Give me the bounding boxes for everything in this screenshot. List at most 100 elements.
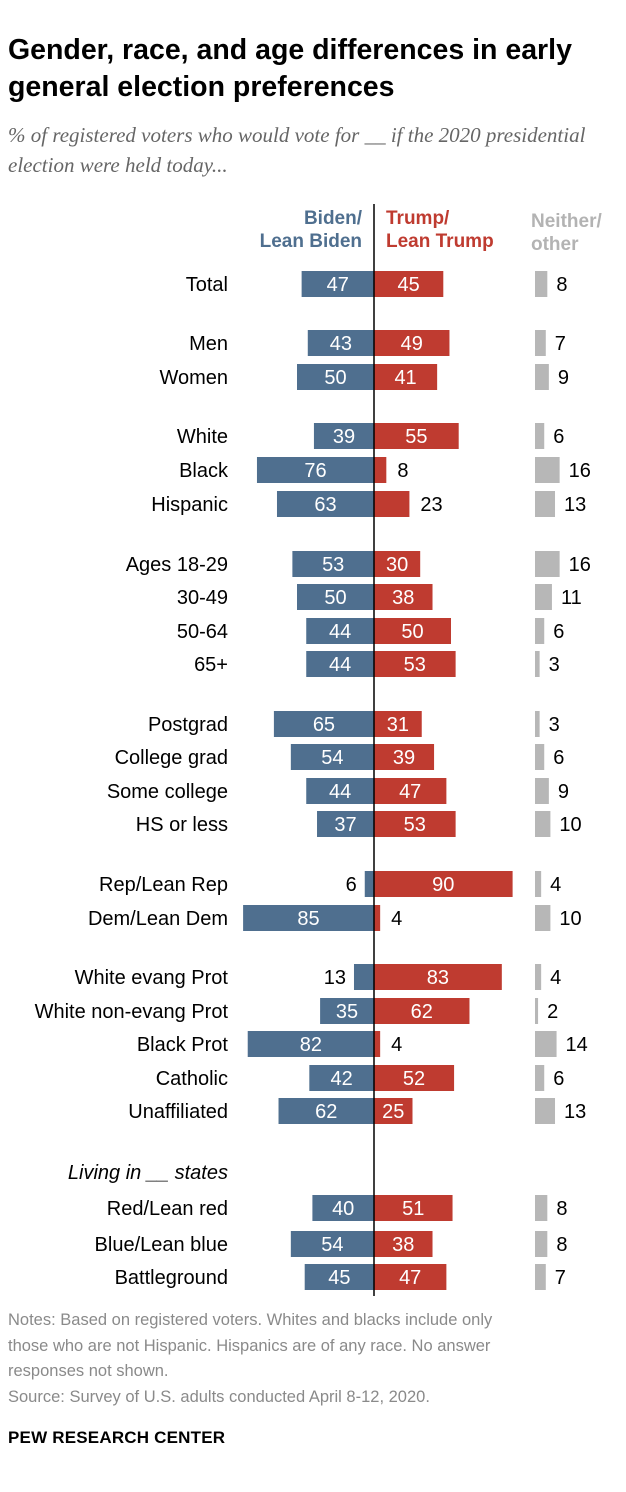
value-trump-hispanic: 23 xyxy=(420,494,442,516)
bar-biden-rep-lean-rep xyxy=(364,871,374,897)
value-trump-catholic: 52 xyxy=(403,1068,425,1090)
bar-trump-catholic xyxy=(374,1065,455,1091)
value-biden-hispanic: 63 xyxy=(314,494,336,516)
value-trump-30-49: 38 xyxy=(392,587,414,609)
bar-trump-hs-or-less xyxy=(374,811,456,837)
value-neither-white-non-evang-prot: 2 xyxy=(547,1001,558,1023)
value-trump-dem-lean-dem: 4 xyxy=(391,908,402,930)
value-neither-red-lean-red: 8 xyxy=(556,1198,567,1220)
value-biden-total: 47 xyxy=(327,274,349,296)
value-biden-65-: 44 xyxy=(329,654,351,676)
bar-neither-some-college xyxy=(535,778,549,804)
value-biden-30-49: 50 xyxy=(324,587,346,609)
value-neither-black-prot: 14 xyxy=(566,1034,588,1056)
header-neither-1: Neither/ xyxy=(531,211,602,232)
value-neither-hispanic: 13 xyxy=(564,494,586,516)
row-label-50-64: 50-64 xyxy=(177,621,228,643)
value-trump-some-college: 47 xyxy=(399,781,421,803)
value-trump-white-non-evang-prot: 62 xyxy=(411,1001,433,1023)
bar-neither-30-49 xyxy=(535,584,552,610)
notes-line-2: those who are not Hispanic. Hispanics ar… xyxy=(8,1336,491,1355)
bar-trump-women xyxy=(374,364,438,390)
row-label-total: Total xyxy=(186,274,228,296)
value-trump-postgrad: 31 xyxy=(387,714,409,736)
row-label-65-: 65+ xyxy=(194,654,228,676)
value-biden-50-64: 44 xyxy=(329,621,351,643)
bar-trump-white xyxy=(374,423,459,449)
value-biden-white: 39 xyxy=(333,426,355,448)
row-label-ages-18-29: Ages 18-29 xyxy=(126,554,228,576)
row-label-black-prot: Black Prot xyxy=(137,1034,229,1056)
row-label-battleground: Battleground xyxy=(115,1267,228,1289)
value-trump-50-64: 50 xyxy=(401,621,423,643)
bar-biden-blue-lean-blue xyxy=(290,1231,374,1257)
value-neither-men: 7 xyxy=(555,333,566,355)
value-neither-hs-or-less: 10 xyxy=(559,814,581,836)
brand-logo-text: PEW RESEARCH CENTER xyxy=(8,1428,226,1447)
row-label-men: Men xyxy=(189,333,228,355)
bar-biden-white xyxy=(313,423,374,449)
chart-subtitle: % of registered voters who would vote fo… xyxy=(8,123,586,177)
bar-biden-unaffiliated xyxy=(278,1098,374,1124)
diverging-bar-chart: Biden/Lean Biden Trump/Lean Trump Neither/… xyxy=(35,204,602,1296)
bar-biden-black-prot xyxy=(247,1031,374,1057)
row-label-hs-or-less: HS or less xyxy=(136,814,228,836)
bar-neither-catholic xyxy=(535,1065,545,1091)
row-label-red-lean-red: Red/Lean red xyxy=(107,1198,228,1220)
value-neither-rep-lean-rep: 4 xyxy=(550,874,561,896)
bar-biden-postgrad xyxy=(273,711,374,737)
bar-neither-white-non-evang-prot xyxy=(535,998,539,1024)
row-label-blue-lean-blue: Blue/Lean blue xyxy=(95,1234,228,1256)
value-neither-catholic: 6 xyxy=(553,1068,564,1090)
value-trump-unaffiliated: 25 xyxy=(382,1101,404,1123)
bar-trump-red-lean-red xyxy=(374,1195,453,1221)
value-biden-red-lean-red: 40 xyxy=(332,1198,354,1220)
bar-neither-unaffiliated xyxy=(535,1098,556,1124)
bar-trump-30-49 xyxy=(374,584,433,610)
bar-trump-black-prot xyxy=(374,1031,381,1057)
header-trump-1: Trump/ xyxy=(386,208,450,229)
header-neither-2: other xyxy=(531,234,579,255)
bar-neither-hispanic xyxy=(535,491,556,517)
value-neither-unaffiliated: 13 xyxy=(564,1101,586,1123)
value-trump-total: 45 xyxy=(398,274,420,296)
bar-neither-hs-or-less xyxy=(535,811,551,837)
value-neither-50-64: 6 xyxy=(553,621,564,643)
value-neither-dem-lean-dem: 10 xyxy=(559,908,581,930)
bar-neither-red-lean-red xyxy=(535,1195,548,1221)
value-biden-catholic: 42 xyxy=(331,1068,353,1090)
row-label-30-49: 30-49 xyxy=(177,587,228,609)
value-biden-college-grad: 54 xyxy=(321,747,343,769)
bar-trump-college-grad xyxy=(374,744,435,770)
bar-neither-men xyxy=(535,330,546,356)
bar-neither-white-evang-prot xyxy=(535,964,542,990)
bar-trump-blue-lean-blue xyxy=(374,1231,433,1257)
bar-trump-total xyxy=(374,271,444,297)
row-label-unaffiliated: Unaffiliated xyxy=(128,1101,228,1123)
bar-trump-ages-18-29 xyxy=(374,551,421,577)
value-neither-30-49: 11 xyxy=(561,587,582,609)
bar-trump-hispanic xyxy=(374,491,410,517)
chart-title: Gender, race, and age differences in ear… xyxy=(8,34,572,103)
value-trump-black: 8 xyxy=(397,460,408,482)
bar-biden-red-lean-red xyxy=(312,1195,374,1221)
header-biden-2: Lean Biden xyxy=(260,231,362,252)
bar-biden-some-college xyxy=(306,778,374,804)
bar-neither-50-64 xyxy=(535,618,545,644)
value-neither-blue-lean-blue: 8 xyxy=(556,1234,567,1256)
value-trump-red-lean-red: 51 xyxy=(402,1198,424,1220)
bar-biden-50-64 xyxy=(306,618,374,644)
value-biden-postgrad: 65 xyxy=(313,714,335,736)
value-biden-hs-or-less: 37 xyxy=(334,814,356,836)
bar-biden-men xyxy=(307,330,374,356)
value-biden-some-college: 44 xyxy=(329,781,351,803)
value-trump-college-grad: 39 xyxy=(393,747,415,769)
row-label-white-non-evang-prot: White non-evang Prot xyxy=(35,1001,229,1023)
value-neither-ages-18-29: 16 xyxy=(569,554,591,576)
bar-neither-ages-18-29 xyxy=(535,551,560,577)
bar-trump-50-64 xyxy=(374,618,451,644)
value-neither-white: 6 xyxy=(553,426,564,448)
bar-biden-30-49 xyxy=(297,584,374,610)
bar-trump-rep-lean-rep xyxy=(374,871,513,897)
bar-biden-women xyxy=(297,364,374,390)
